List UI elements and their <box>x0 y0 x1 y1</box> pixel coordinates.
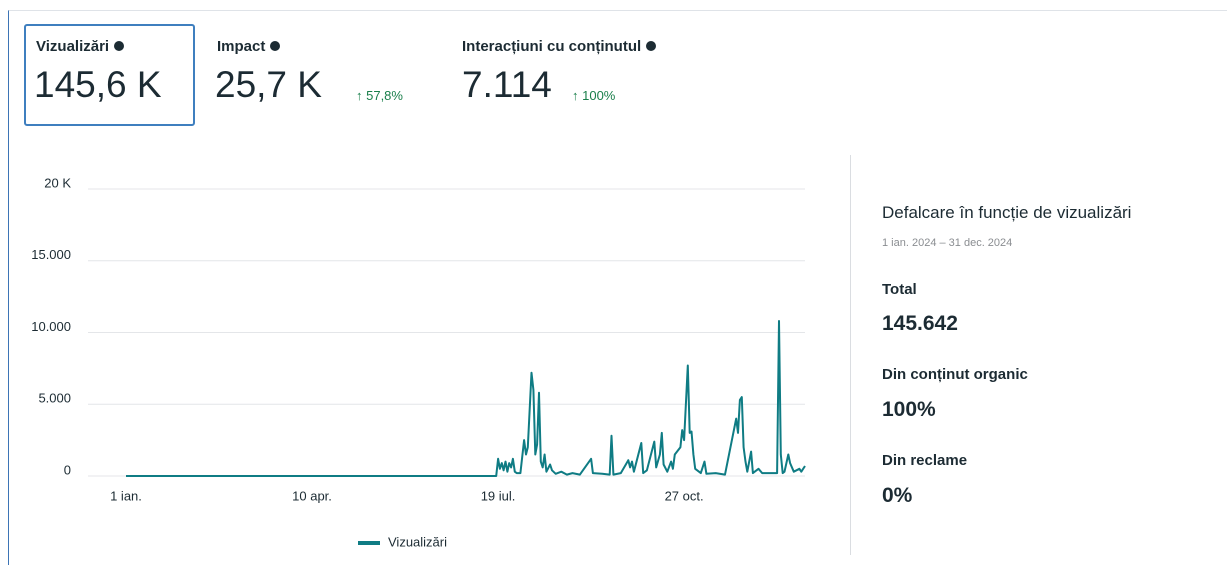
frame <box>8 10 1227 565</box>
legend-label: Vizualizări <box>388 534 447 549</box>
metric-value: 7.114 <box>462 64 552 105</box>
divider <box>850 155 851 555</box>
metric-value: 145,6 K <box>34 64 162 105</box>
breakdown-value: 0% <box>882 484 913 507</box>
x-tick-label: 1 ian. <box>110 488 142 503</box>
metric-change: ↑ 57,8% <box>356 88 403 103</box>
x-tick-label: 10 apr. <box>292 488 332 503</box>
breakdown-title: Defalcare în funcție de vizualizări <box>882 203 1132 222</box>
x-tick-label: 27 oct. <box>665 488 704 503</box>
breakdown-label: Din reclame <box>882 452 968 469</box>
y-tick-label: 5.000 <box>38 391 71 406</box>
x-tick-label: 19 iul. <box>481 488 516 503</box>
y-tick-label: 10.000 <box>31 319 71 334</box>
metric-label[interactable]: Interacțiuni cu conținutul <box>462 38 656 55</box>
y-tick-label: 15.000 <box>31 247 71 262</box>
metric-label[interactable]: Impact <box>217 38 280 55</box>
breakdown-value: 145.642 <box>882 312 958 335</box>
breakdown-value: 100% <box>882 398 936 421</box>
breakdown-label: Din conținut organic <box>882 366 1028 383</box>
y-tick-label: 0 <box>64 462 71 477</box>
metric-label: Vizualizări <box>36 38 124 55</box>
breakdown-date: 1 ian. 2024 – 31 dec. 2024 <box>882 237 1013 249</box>
metric-change: ↑ 100% <box>572 88 616 103</box>
series-line <box>126 320 806 477</box>
chart: 0 5.000 10.000 15.000 20 K 1 ian. 10 apr. 19 iu… <box>31 175 806 549</box>
metric-value: 25,7 K <box>215 64 322 105</box>
y-tick-label: 20 K <box>44 175 71 190</box>
breakdown-label: Total <box>882 281 917 298</box>
metric-card-selected[interactable] <box>24 24 195 126</box>
